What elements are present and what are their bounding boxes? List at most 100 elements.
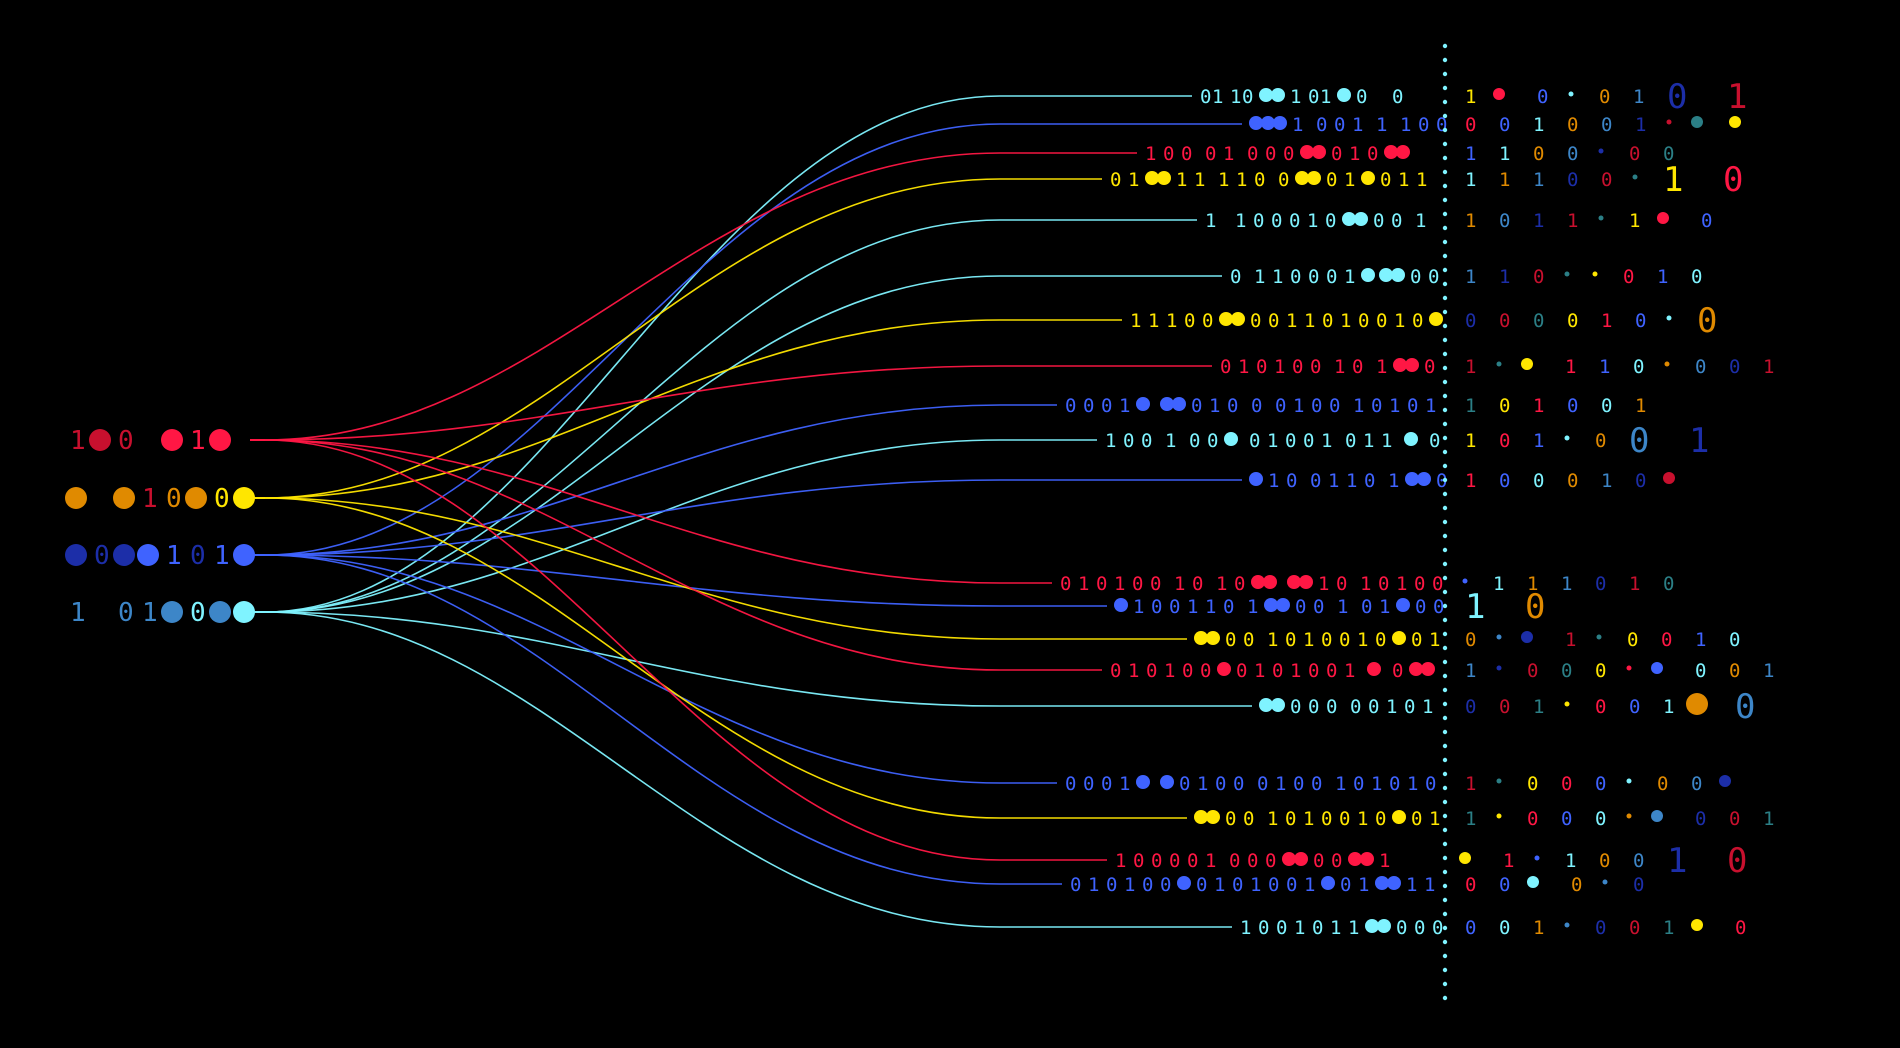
scatter-pip — [1496, 813, 1502, 819]
source-red-dot — [209, 429, 231, 451]
divider-dot — [1442, 603, 1448, 609]
divider-dot — [1442, 197, 1448, 203]
stream-digit: 1 — [1115, 850, 1126, 872]
divider-dot — [1442, 911, 1448, 917]
scatter-digit: 0 — [1629, 421, 1649, 461]
scatter-digit: 0 — [1633, 874, 1644, 896]
stream-digit: 0 — [1391, 210, 1402, 232]
source-yellow-dot — [233, 487, 255, 509]
stream-digit: 0 — [1410, 266, 1421, 288]
scatter-digit: 0 — [1567, 169, 1578, 191]
stream-digit: 0 — [1151, 850, 1162, 872]
scatter-digit: 0 — [1601, 169, 1612, 191]
stream-dot — [1361, 171, 1375, 185]
source-blue-digit: 1 — [166, 541, 182, 571]
stream-digit: 1 — [1307, 210, 1318, 232]
scatter-digit: 0 — [1599, 86, 1610, 108]
scatter-pip — [1626, 813, 1632, 819]
stream-digit: 0 — [1200, 86, 1211, 108]
divider-dot — [1442, 85, 1448, 91]
stream-digit: 0 — [1414, 573, 1425, 595]
stream-dot — [1114, 598, 1128, 612]
flow-curve-5 — [264, 275, 1222, 613]
stream-digit: 1 — [1415, 210, 1426, 232]
flow-curve-9 — [264, 439, 1097, 613]
scatter-digit: 0 — [1663, 143, 1674, 165]
divider-dot — [1442, 295, 1448, 301]
stream-digit: 0 — [1311, 395, 1322, 417]
stream-digit: 1 — [1407, 773, 1418, 795]
stream-digit: 0 — [1289, 210, 1300, 232]
scatter-digit: 1 — [1465, 808, 1476, 830]
stream-digit: 1 — [1303, 808, 1314, 830]
scatter-digit: 0 — [1499, 470, 1510, 492]
source-red-digit: 0 — [118, 426, 134, 456]
stream-digit: 1 — [1293, 395, 1304, 417]
scatter-digit: 0 — [1465, 696, 1476, 718]
scatter-digit: 1 — [1629, 210, 1640, 232]
stream-dot — [1264, 598, 1278, 612]
scatter-pip — [1666, 315, 1672, 321]
stream-digit: 1 — [1128, 169, 1139, 191]
divider-dot — [1442, 645, 1448, 651]
stream-digit: 0 — [1182, 660, 1193, 682]
stream-digit: 1 — [1396, 573, 1407, 595]
stream-digit: 1 — [1209, 395, 1220, 417]
source-red-dot — [89, 429, 111, 451]
stream-digit: 1 — [1119, 395, 1130, 417]
stream-dot — [1417, 472, 1431, 486]
scatter-digit: 0 — [1727, 841, 1747, 881]
divider-dot — [1442, 743, 1448, 749]
stream-digit: 1 — [1205, 210, 1216, 232]
scatter-pip — [1598, 215, 1604, 221]
stream-digit: 0 — [1106, 874, 1117, 896]
stream-digit: 1 — [1344, 660, 1355, 682]
flow-curve-12 — [264, 554, 1107, 607]
scatter-digit: 0 — [1595, 696, 1606, 718]
stream-digit: 0 — [1356, 86, 1367, 108]
stream-dot — [1409, 662, 1423, 676]
scatter-digit: 0 — [1533, 143, 1544, 165]
stream-digit: 0 — [1083, 773, 1094, 795]
divider-dot — [1442, 323, 1448, 329]
source-cyan-digit: 1 — [142, 598, 158, 628]
source-cyan-digit: 0 — [118, 598, 134, 628]
scatter-digit: 0 — [1601, 395, 1612, 417]
stream-digit: 0 — [1250, 310, 1261, 332]
stream-digit: 1 — [1337, 596, 1348, 618]
stream-digit: 0 — [1256, 356, 1267, 378]
scatter-pip — [1534, 855, 1540, 861]
stream-dot — [1300, 145, 1314, 159]
stream-digit: 0 — [1229, 850, 1240, 872]
stream-digit: 0 — [1233, 773, 1244, 795]
divider-dot — [1442, 463, 1448, 469]
divider-dot — [1442, 785, 1448, 791]
stream-dot — [1157, 171, 1171, 185]
stream-digit: 1 — [1216, 573, 1227, 595]
scatter-digit: 1 — [1629, 573, 1640, 595]
stream-digit: 0 — [1133, 850, 1144, 872]
scatter-dot — [1657, 212, 1669, 224]
stream-dot — [1299, 575, 1313, 589]
divider-dot — [1442, 57, 1448, 63]
stream-digit: 0 — [1313, 596, 1324, 618]
stream-digit: 0 — [1312, 917, 1323, 939]
scatter-digit: 0 — [1695, 356, 1706, 378]
stream-dot — [1365, 919, 1379, 933]
scatter-digit: 0 — [1567, 114, 1578, 136]
stream-digit: 0 — [1345, 430, 1356, 452]
divider-dot — [1442, 491, 1448, 497]
stream-digit: 1 — [1422, 696, 1433, 718]
stream-digit: 1 — [1400, 114, 1411, 136]
scatter-digit: 1 — [1667, 841, 1687, 881]
stream-digit: 0 — [1268, 874, 1279, 896]
stream-dot — [1367, 662, 1381, 676]
scatter-digit: 1 — [1527, 573, 1538, 595]
stream-digit: 1 — [1320, 86, 1331, 108]
scatter-digit: 0 — [1657, 773, 1668, 795]
source-blue-dot — [233, 544, 255, 566]
stream-digit: 1 — [1352, 114, 1363, 136]
stream-dot — [1337, 88, 1351, 102]
stream-digit: 0 — [1292, 356, 1303, 378]
stream-digit: 0 — [1389, 773, 1400, 795]
